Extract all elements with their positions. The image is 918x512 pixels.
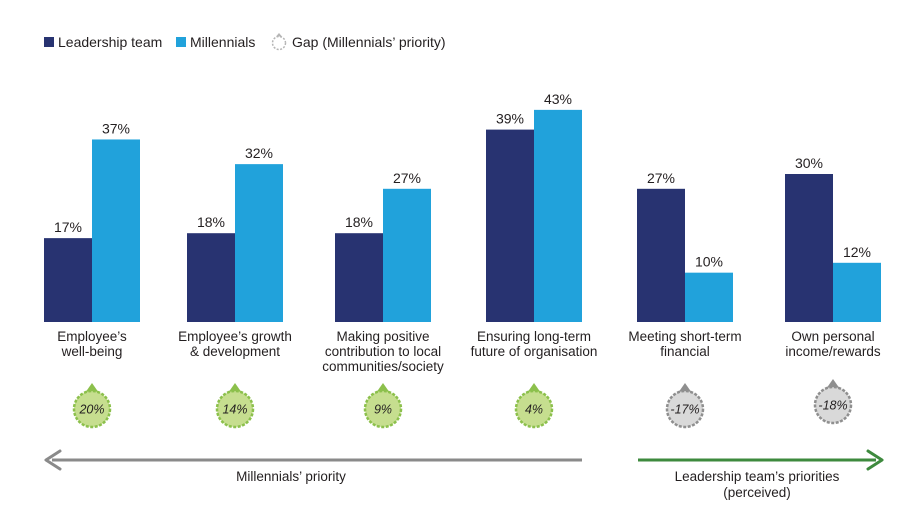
bar-leadership-3 (486, 129, 534, 322)
bar-millennials-2 (383, 188, 431, 322)
category-label-0: Employee’s well-being (57, 329, 127, 359)
bar-leadership-2 (335, 233, 383, 322)
category-label-3: Ensuring long-term future of organisation (471, 329, 598, 359)
left-arrow (44, 449, 582, 471)
bar-millennials-5 (833, 262, 881, 322)
legend: Leadership team Millennials Gap (Millenn… (44, 33, 446, 51)
bar-leadership-4 (637, 188, 685, 322)
value-label-millennials-4: 10% (695, 254, 723, 270)
legend-swatch-millennials (176, 37, 186, 47)
gap-marker-2: 9% (363, 383, 403, 429)
bar-millennials-1 (235, 164, 283, 322)
value-label-leadership-3: 39% (496, 111, 524, 127)
value-label-leadership-5: 30% (795, 155, 823, 171)
value-label-millennials-5: 12% (843, 244, 871, 260)
gap-marker-5: -18% (813, 379, 853, 425)
left-arrow-label: Millennials’ priority (236, 469, 346, 484)
legend-swatch-leadership (44, 37, 54, 47)
gap-marker-4: -17% (665, 383, 705, 429)
bar-millennials-3 (534, 109, 582, 322)
gap-label-2: 9% (374, 403, 392, 417)
gap-marker-3: 4% (514, 383, 554, 429)
value-label-leadership-0: 17% (54, 219, 82, 235)
right-arrow (638, 449, 884, 471)
value-label-leadership-2: 18% (345, 214, 373, 230)
bar-leadership-1 (187, 233, 235, 322)
right-arrow-label-line2: (perceived) (723, 485, 791, 500)
gap-marker-1: 14% (215, 383, 255, 429)
gap-label-1: 14% (222, 403, 247, 417)
gap-label-5: -18% (818, 399, 847, 413)
legend-label-leadership: Leadership team (58, 34, 162, 50)
category-label-4: Meeting short-term financial (628, 329, 741, 359)
priority-arrows: Millennials’ priority Leadership team’s … (44, 449, 884, 500)
value-label-leadership-1: 18% (197, 214, 225, 230)
value-label-millennials-3: 43% (544, 91, 572, 107)
category-label-2: Making positive contribution to local comm… (322, 329, 444, 374)
value-label-millennials-1: 32% (245, 145, 273, 161)
category-labels: Employee’s well-being Employee’s growth & d… (57, 329, 881, 374)
right-arrow-label-line1: Leadership team’s priorities (675, 469, 840, 484)
value-label-millennials-2: 27% (393, 170, 421, 186)
bar-leadership-5 (785, 174, 833, 322)
gap-icon (271, 33, 287, 51)
category-label-5: Own personal income/rewards (785, 329, 881, 359)
gap-label-0: 20% (78, 403, 104, 417)
bar-millennials-0 (92, 139, 140, 322)
bar-millennials-4 (685, 272, 733, 322)
gap-marker-0: 20% (72, 383, 112, 429)
value-labels: 17% 37% 18% 32% 18% 27% 39% 43% 27% 10% 30% 12% (54, 91, 871, 270)
value-label-leadership-4: 27% (647, 170, 675, 186)
category-label-1: Employee’s growth & development (178, 329, 292, 359)
bar-leadership-0 (44, 238, 92, 322)
value-label-millennials-0: 37% (102, 120, 130, 136)
gap-label-4: -17% (670, 403, 699, 417)
bars (44, 109, 881, 322)
gap-markers: 20% 14% 9% 4% -17% -18% (72, 379, 853, 429)
legend-label-gap: Gap (Millennials’ priority) (292, 34, 446, 50)
gap-label-3: 4% (525, 403, 543, 417)
legend-label-millennials: Millennials (190, 34, 255, 50)
